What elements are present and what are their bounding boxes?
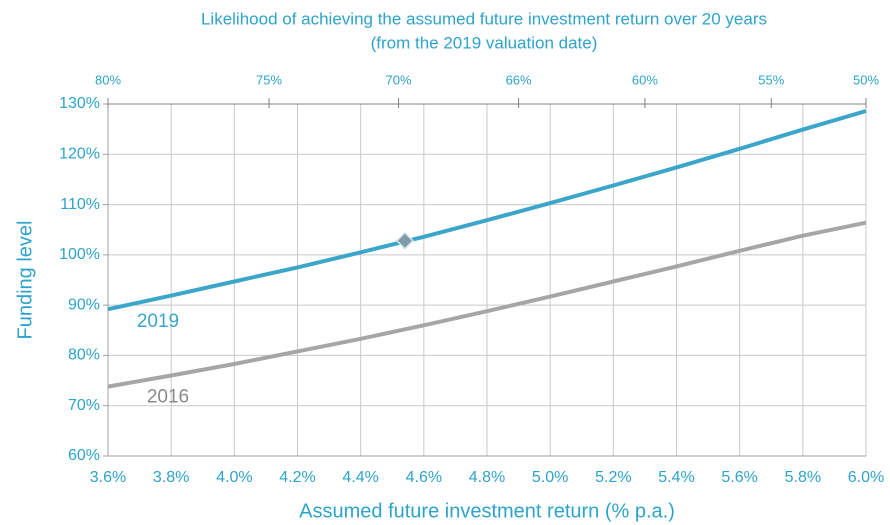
top-tick-label: 66% (506, 72, 532, 87)
y-tick-label: 120% (59, 146, 100, 163)
y-tick-label: 80% (68, 347, 100, 364)
y-tick-label: 130% (59, 95, 100, 112)
y-tick-label: 110% (60, 196, 100, 213)
top-tick-label: 50% (853, 72, 879, 87)
x-tick-label: 5.0% (532, 469, 568, 486)
x-tick-label: 3.8% (153, 469, 189, 486)
x-tick-label: 4.0% (216, 469, 252, 486)
top-tick-label: 75% (256, 72, 282, 87)
x-tick-label: 4.4% (342, 469, 378, 486)
y-tick-label: 70% (68, 397, 100, 414)
x-axis-label: Assumed future investment return (% p.a.… (299, 500, 675, 522)
series-label: 2016 (147, 387, 189, 408)
highlight-marker (395, 231, 414, 250)
y-tick-label: 100% (59, 246, 100, 263)
x-tick-label: 5.4% (658, 469, 694, 486)
x-tick-label: 5.6% (721, 469, 757, 486)
chart-title: Likelihood of achieving the assumed futu… (201, 9, 767, 28)
y-tick-label: 90% (68, 296, 100, 313)
y-tick-label: 60% (68, 447, 100, 464)
x-tick-label: 6.0% (848, 469, 884, 486)
top-tick-label: 55% (758, 72, 784, 87)
x-tick-label: 4.8% (469, 469, 505, 486)
top-tick-label: 70% (386, 72, 412, 87)
x-tick-label: 5.2% (595, 469, 631, 486)
x-tick-label: 5.8% (785, 469, 821, 486)
x-tick-label: 3.6% (90, 469, 126, 486)
top-tick-label: 60% (632, 72, 658, 87)
top-tick-label: 80% (95, 72, 121, 87)
x-tick-label: 4.2% (279, 469, 315, 486)
series-label: 2019 (137, 311, 179, 332)
chart-subtitle: (from the 2019 valuation date) (371, 33, 598, 52)
x-tick-label: 4.6% (406, 469, 442, 486)
y-axis-label: Funding level (14, 221, 36, 340)
series-line (107, 220, 867, 389)
series-line (107, 109, 867, 312)
